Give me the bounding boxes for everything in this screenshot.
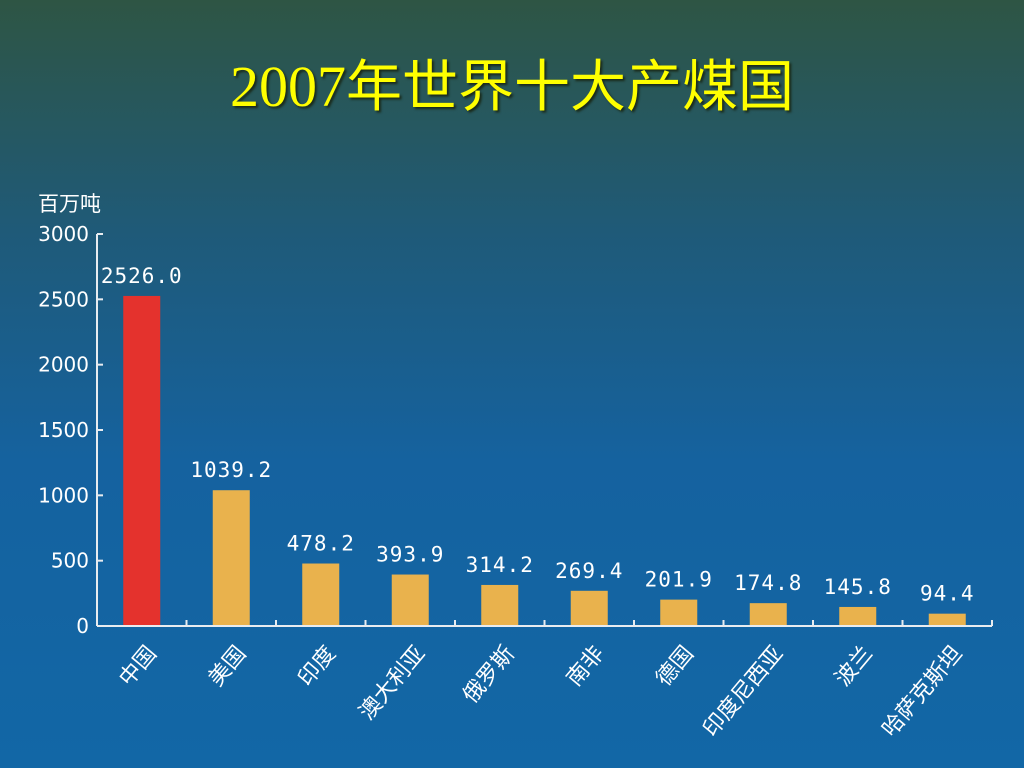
y-tick-label: 2000 — [38, 353, 89, 377]
y-tick-label: 0 — [76, 614, 89, 638]
data-label: 393.9 — [376, 543, 444, 567]
bars-group — [123, 295, 966, 626]
category-label: 美国 — [204, 642, 251, 692]
bar — [391, 574, 429, 626]
x-axis — [97, 620, 993, 627]
y-tick-label: 1000 — [38, 483, 89, 507]
data-label: 94.4 — [920, 582, 975, 606]
y-axis: 0 500 1000 1500 2000 2500 3000 — [38, 222, 103, 638]
bar — [123, 295, 161, 626]
bar — [302, 563, 340, 626]
data-label: 174.8 — [734, 571, 802, 595]
bar — [212, 490, 250, 626]
y-tick-label: 3000 — [38, 222, 89, 246]
data-label: 1039.2 — [190, 458, 272, 482]
data-label: 269.4 — [555, 559, 623, 583]
title-text: 年世界十大产煤国 — [346, 55, 794, 120]
category-label: 俄罗斯 — [458, 642, 520, 709]
category-label: 澳大利亚 — [355, 642, 431, 725]
data-label: 478.2 — [287, 532, 355, 556]
category-label: 德国 — [652, 642, 699, 692]
bar — [660, 599, 698, 626]
y-tick-label: 500 — [51, 549, 89, 573]
slide-title: 2007年世界十大产煤国 — [0, 58, 1024, 116]
category-label: 波兰 — [831, 642, 878, 692]
y-tick-label: 1500 — [38, 418, 89, 442]
category-label: 印度尼西亚 — [699, 642, 789, 742]
data-label: 145.8 — [824, 575, 892, 599]
data-label: 2526.0 — [101, 264, 183, 288]
category-label: 哈萨克斯坦 — [878, 642, 968, 742]
bar — [570, 590, 608, 626]
data-label: 314.2 — [466, 553, 534, 577]
value-labels-group: 2526.0 1039.2 478.2 393.9 314.2 269.4 201.9 174… — [101, 264, 975, 606]
y-tick-label: 2500 — [38, 287, 89, 311]
category-label: 印度 — [294, 642, 341, 692]
title-year: 2007 — [230, 54, 346, 119]
category-label: 中国 — [115, 642, 162, 692]
bar — [928, 613, 966, 626]
bar — [481, 584, 519, 626]
bar — [839, 606, 877, 626]
bar — [749, 603, 787, 626]
category-label: 南非 — [562, 642, 609, 692]
y-axis-unit-label: 百万吨 — [38, 192, 101, 216]
category-labels-group: 中国 美国 印度 澳大利亚 俄罗斯 南非 德国 印度尼西亚 波兰 哈萨克斯坦 — [115, 642, 968, 742]
data-label: 201.9 — [645, 568, 713, 592]
